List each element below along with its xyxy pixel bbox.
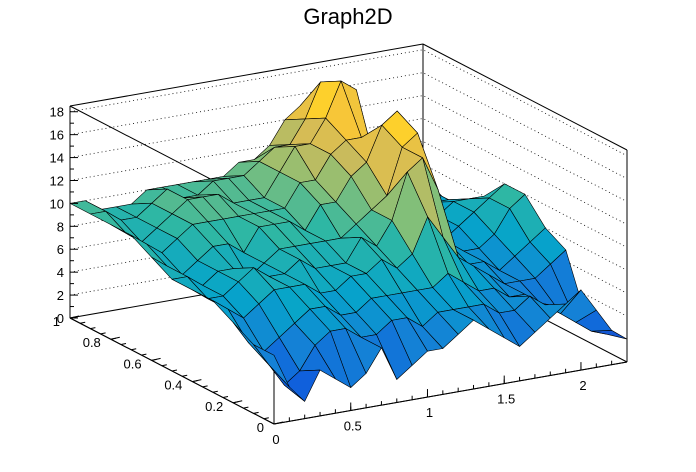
z-tick-label: 10 xyxy=(50,196,64,211)
y-minor-tick xyxy=(151,358,157,361)
surface-cell xyxy=(590,330,628,340)
chart-title: Graph2D xyxy=(303,4,392,29)
y-minor-tick xyxy=(253,411,259,414)
y-minor-tick xyxy=(263,417,269,420)
z-tick-label: 0 xyxy=(57,311,64,326)
surface-cell xyxy=(253,344,290,388)
z-tick-label: 6 xyxy=(57,242,64,257)
z-tick-label: 18 xyxy=(50,105,64,120)
y-minor-tick xyxy=(171,369,178,372)
y-tick-label: 0.4 xyxy=(164,378,182,393)
y-tick xyxy=(273,421,284,425)
y-tick-label: 0.2 xyxy=(205,399,223,414)
y-tick-label: 0.6 xyxy=(124,356,142,371)
x-tick-label: 2 xyxy=(579,378,586,393)
z-tick-label: 4 xyxy=(57,265,64,280)
z-tick-label: 14 xyxy=(50,151,64,166)
box-edge xyxy=(422,43,628,151)
x-tick-label: 1 xyxy=(426,405,433,420)
y-minor-tick xyxy=(80,321,86,324)
y-minor-tick xyxy=(243,406,249,409)
y-minor-tick xyxy=(161,364,167,367)
y-minor-tick xyxy=(100,332,106,335)
surface-layer xyxy=(69,80,628,402)
box-edge xyxy=(69,43,424,107)
x-tick-label: 0 xyxy=(272,432,279,447)
y-minor-tick xyxy=(222,396,229,398)
y-minor-tick xyxy=(110,337,116,340)
y-minor-tick xyxy=(212,390,218,393)
z-tick-label: 12 xyxy=(50,173,64,188)
y-tick-label: 1 xyxy=(53,314,60,329)
z-tick-label: 2 xyxy=(57,288,64,303)
y-minor-tick xyxy=(182,374,188,377)
y-tick-label: 0 xyxy=(257,420,264,435)
y-minor-tick xyxy=(120,343,127,345)
y-minor-tick xyxy=(233,401,239,404)
z-tick-label: 16 xyxy=(50,128,64,143)
x-tick-label: 1.5 xyxy=(497,392,515,407)
x-tick-label: 0.5 xyxy=(344,419,362,434)
x-axis-line xyxy=(273,361,628,425)
y-minor-tick xyxy=(90,327,96,330)
y-minor-tick xyxy=(131,348,137,351)
y-minor-tick xyxy=(141,353,147,356)
y-minor-tick xyxy=(202,385,208,388)
y-minor-tick xyxy=(192,380,198,383)
z-tick-label: 8 xyxy=(57,219,64,234)
y-tick-label: 0.8 xyxy=(83,335,101,350)
